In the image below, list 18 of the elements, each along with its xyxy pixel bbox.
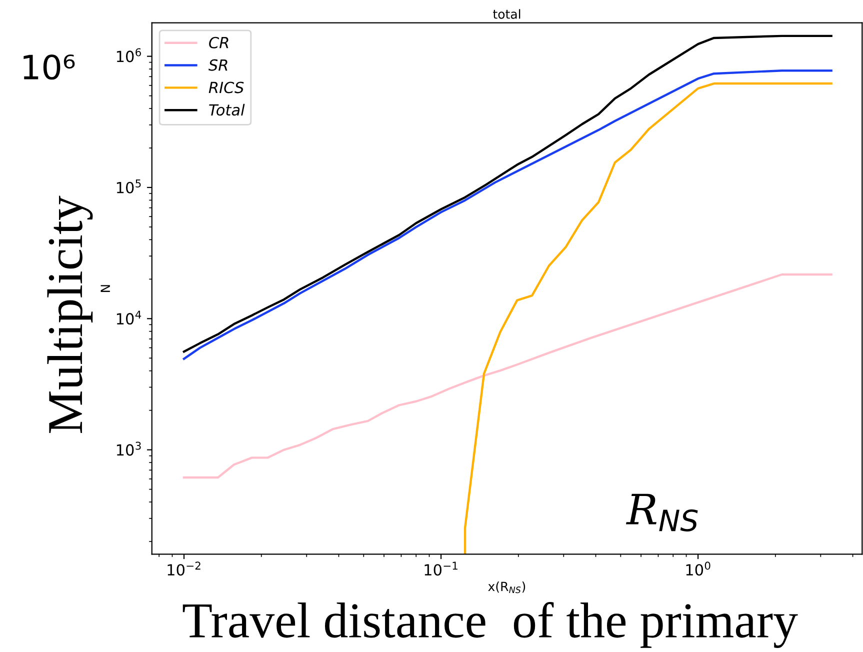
chart-title: total bbox=[493, 9, 520, 19]
legend-label: SR bbox=[208, 59, 228, 71]
y-tick-label: 10$^{4}$ bbox=[116, 310, 142, 325]
y-tick-label: 10$^{5}$ bbox=[116, 180, 141, 194]
x-tick-label: 10$^{−1}$ bbox=[424, 562, 458, 576]
text: Multiplicity bbox=[47, 196, 93, 434]
text: 10⁶ bbox=[24, 54, 75, 80]
x-tick-label: 10$^{0}$ bbox=[686, 562, 710, 576]
legend-label: Total bbox=[209, 104, 245, 116]
text: Travel distance of the primary bbox=[182, 602, 798, 648]
y-tick-label: 10$^{3}$ bbox=[116, 442, 141, 456]
annotation: R$_{NS}$ bbox=[626, 494, 698, 532]
y-tick-label: 10$^{6}$ bbox=[116, 48, 141, 62]
x-tick-label: 10$^{−2}$ bbox=[168, 562, 200, 576]
legend-label: RICS bbox=[208, 82, 244, 94]
x-axis-title: x(R$_{NS}$) bbox=[488, 581, 526, 594]
y-axis-title: N bbox=[100, 285, 110, 292]
legend-label: CR bbox=[209, 36, 228, 48]
